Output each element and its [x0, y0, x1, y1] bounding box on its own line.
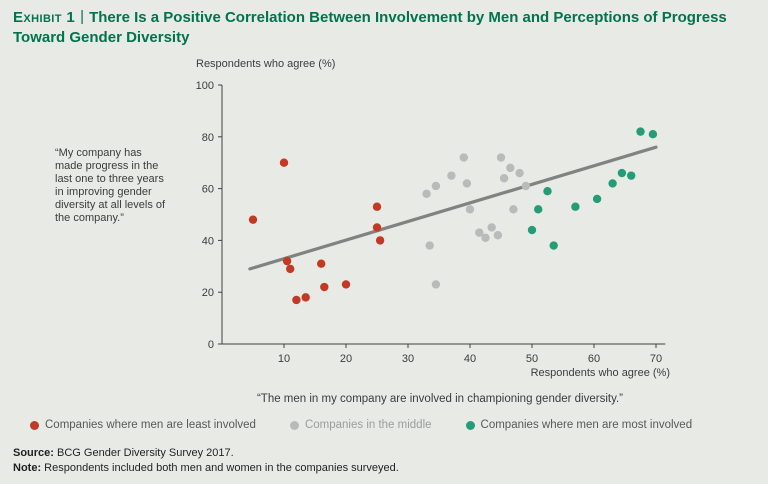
x-tick-label: 10	[278, 353, 290, 365]
data-point-series-0	[248, 215, 258, 224]
note-label: Note:	[13, 461, 42, 474]
legend-label-most-involved: Companies where men are most involved	[480, 419, 693, 431]
trend-line	[248, 145, 658, 271]
data-point-series-1	[521, 181, 530, 191]
legend-item-least-involved: Companies where men are least involved	[30, 419, 256, 431]
data-point-series-0	[375, 236, 385, 245]
data-point-series-1	[509, 205, 518, 214]
data-point-series-2	[527, 225, 537, 235]
data-point-series-1	[431, 280, 441, 289]
x-tick-label: 20	[340, 353, 352, 365]
x-tick-label: 60	[588, 353, 600, 365]
data-point-series-0	[341, 280, 351, 289]
y-axis-title: Respondents who agree (%)	[196, 58, 336, 70]
data-point-series-1	[487, 223, 496, 232]
data-point-series-2	[543, 186, 552, 196]
data-point-series-2	[617, 168, 627, 178]
x-axis-title: Respondents who agree (%)	[530, 367, 670, 379]
data-point-series-1	[459, 153, 468, 162]
data-point-series-1	[422, 189, 431, 198]
y-tick-label: 40	[202, 235, 214, 247]
legend-label-least-involved: Companies where men are least involved	[45, 419, 256, 431]
data-point-series-1	[447, 171, 456, 180]
data-point-series-1	[496, 153, 506, 162]
note-line: Note: Respondents included both men and …	[13, 461, 399, 476]
data-point-series-1	[481, 233, 490, 243]
source-line: Source: BCG Gender Diversity Survey 2017…	[13, 446, 399, 461]
legend: Companies where men are least involved C…	[30, 419, 692, 431]
data-point-series-1	[493, 231, 503, 240]
data-point-series-1	[506, 163, 515, 173]
y-tick-label: 0	[208, 339, 214, 351]
green-dot-icon	[465, 420, 475, 430]
data-point-series-1	[431, 181, 441, 191]
data-point-series-1	[499, 174, 509, 183]
data-point-series-2	[549, 241, 558, 250]
x-tick-label: 30	[402, 353, 414, 365]
title-separator-bar: |	[80, 8, 85, 25]
data-point-series-0	[320, 282, 329, 292]
data-point-series-0	[372, 202, 382, 211]
legend-item-middle: Companies in the middle	[289, 419, 432, 431]
x-tick-label: 70	[650, 353, 662, 365]
data-point-series-0	[301, 293, 310, 302]
footnotes: Source: BCG Gender Diversity Survey 2017…	[13, 446, 399, 476]
y-tick-label: 60	[202, 184, 214, 196]
data-point-series-1	[515, 168, 524, 178]
exhibit-title: Exhibit 1 | There Is a Positive Correlatio…	[13, 8, 750, 49]
data-point-series-1	[475, 228, 484, 237]
data-point-series-2	[571, 202, 580, 211]
data-point-series-0	[372, 223, 382, 232]
exhibit-number-label: Exhibit 1	[13, 9, 76, 26]
data-point-series-0	[282, 256, 292, 266]
data-point-series-0	[317, 259, 326, 268]
x-tick-label: 50	[526, 353, 538, 365]
exhibit-title-text: There Is a Positive Correlation Between …	[13, 9, 727, 47]
data-point-series-0	[279, 158, 289, 167]
data-point-series-2	[592, 194, 602, 204]
data-point-series-2	[648, 130, 658, 139]
data-point-series-1	[425, 241, 434, 250]
x-axis-caption: “The men in my company are involved in c…	[256, 393, 624, 405]
scatter-plot: 0 20 40 60 80 100 10 20 30 40 50 60 70	[196, 80, 666, 365]
red-dot-icon	[30, 420, 39, 430]
gray-dot-icon	[289, 420, 299, 430]
source-text: BCG Gender Diversity Survey 2017.	[53, 447, 234, 459]
y-axis-annotation: “My company has made progress in the las…	[55, 147, 166, 224]
note-text: Respondents included both men and women …	[41, 461, 399, 474]
data-point-series-0	[292, 295, 301, 305]
y-tick-label: 100	[196, 80, 214, 92]
y-tick-label: 80	[202, 132, 214, 144]
data-point-series-1	[465, 205, 475, 214]
legend-item-most-involved: Companies where men are most involved	[465, 419, 693, 431]
data-point-series-2	[636, 127, 645, 136]
data-point-series-2	[608, 179, 617, 188]
data-point-series-1	[462, 179, 472, 188]
data-point-series-2	[627, 171, 636, 180]
data-point-series-2	[534, 205, 543, 214]
source-label: Source:	[13, 447, 54, 459]
legend-label-middle: Companies in the middle	[304, 419, 432, 431]
x-tick-label: 40	[464, 353, 476, 365]
data-point-series-0	[286, 264, 295, 274]
y-tick-label: 20	[202, 287, 214, 299]
